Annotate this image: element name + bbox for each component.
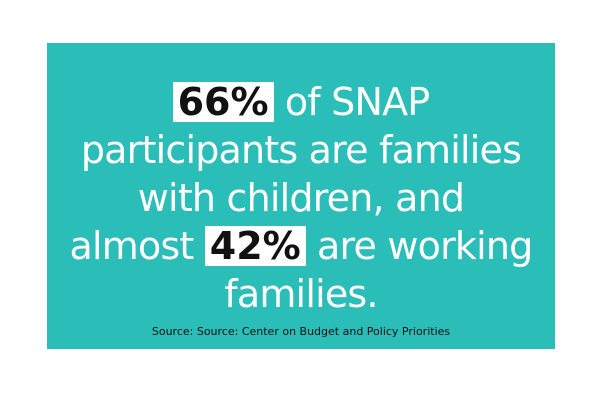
headline-line-4-text-after: are working <box>305 224 533 268</box>
headline-line-1: 66% of SNAP <box>47 78 555 126</box>
headline-line-4: almost 42% are working <box>47 222 555 270</box>
headline-line-2: participants are families <box>80 128 522 172</box>
infographic-card: 66% of SNAP participants are families wi… <box>47 43 555 349</box>
source-citation: Source: Source: Center on Budget and Pol… <box>151 325 451 338</box>
headline-line-1-text: of SNAP <box>273 80 430 124</box>
stat-highlight-66: 66% <box>172 82 274 122</box>
stat-highlight-42: 42% <box>204 226 306 266</box>
headline-statement: 66% of SNAP participants are families wi… <box>47 78 555 318</box>
headline-line-3: with children, and <box>137 176 465 220</box>
headline-line-5: families. <box>224 272 378 316</box>
headline-line-4-text-before: almost <box>69 224 205 268</box>
